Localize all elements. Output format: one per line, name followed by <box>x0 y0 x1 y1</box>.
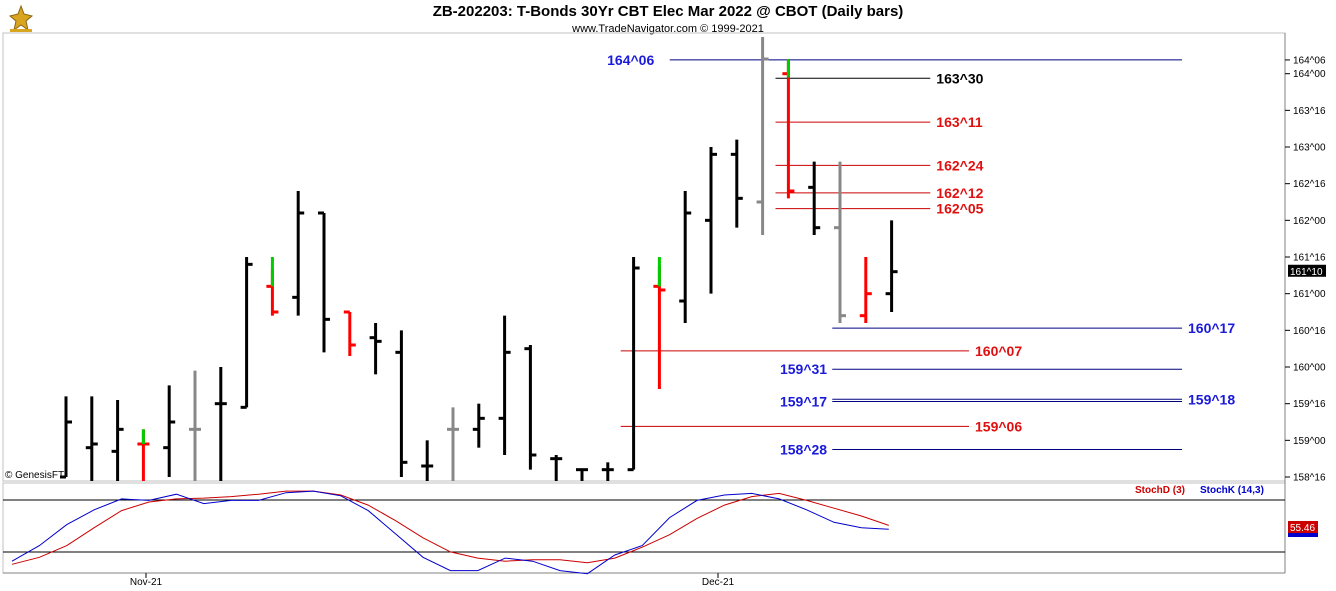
ohlc-bar <box>601 462 614 481</box>
level-label: 162^05 <box>936 201 983 217</box>
ohlc-bar <box>395 330 408 477</box>
y-tick-label: 158^16 <box>1293 473 1326 484</box>
ohlc-bar <box>318 211 330 353</box>
level-label: 163^30 <box>936 70 983 86</box>
stoch-value-box-k <box>1288 533 1318 537</box>
price-bars <box>60 37 898 481</box>
ohlc-bar <box>189 370 201 481</box>
stochastic-panel: StochD (3) StochK (14,3) 55.46 <box>3 485 1318 575</box>
ohlc-bar <box>369 323 382 375</box>
y-tick-label: 161^00 <box>1293 289 1326 300</box>
x-tick-label: Dec-21 <box>702 577 735 588</box>
level-label: 159^18 <box>1188 391 1235 407</box>
ohlc-bar <box>730 139 743 228</box>
y-tick-label: 162^00 <box>1293 216 1326 227</box>
ohlc-bar <box>447 407 459 481</box>
stoch-panel-border <box>2 482 1286 574</box>
stoch-legend-entry: StochK (14,3) <box>1200 485 1264 496</box>
chart-title: ZB-202203: T-Bonds 30Yr CBT Elec Mar 202… <box>432 3 904 20</box>
ohlc-bar <box>240 257 253 409</box>
ohlc-bar <box>524 345 537 470</box>
y-tick-label: 161^16 <box>1293 253 1326 264</box>
ohlc-bar <box>808 161 821 236</box>
ohlc-bar <box>859 257 872 324</box>
y-tick-label: 160^00 <box>1293 363 1326 374</box>
ohlc-bar <box>550 455 563 481</box>
ohlc-bar <box>679 191 692 324</box>
level-label: 162^24 <box>936 157 983 173</box>
y-tick-label: 164^00 <box>1293 69 1326 80</box>
ohlc-bar <box>421 440 434 481</box>
ohlc-bar <box>756 37 769 236</box>
ohlc-bar <box>885 220 898 313</box>
level-label: 159^17 <box>780 393 827 409</box>
tradenavigator-logo <box>6 4 36 34</box>
ohlc-bar <box>782 59 795 199</box>
ohlc-bar <box>343 310 356 357</box>
level-label: 160^07 <box>975 343 1022 359</box>
ohlc-bar <box>627 257 640 472</box>
y-tick-label: 160^16 <box>1293 326 1326 337</box>
ohlc-bar <box>214 367 227 481</box>
last-price-box <box>1288 264 1326 277</box>
ohlc-bar <box>472 403 485 448</box>
x-tick-label: Nov-21 <box>130 577 163 588</box>
ohlc-bar <box>163 385 176 477</box>
ohlc-bar <box>498 315 511 456</box>
bars-group <box>60 37 898 481</box>
stoch-value-label: 55.46 <box>1290 523 1315 534</box>
price-axis: 164^06 164^00 163^16 163^00 162^16 162^00 161^… <box>1285 55 1326 484</box>
y-tick-label: 159^16 <box>1293 399 1326 410</box>
stoch-value-box <box>1288 521 1318 533</box>
ohlc-bar <box>85 396 98 481</box>
watermark: © GenesisFT <box>5 470 64 481</box>
ohlc-bar <box>705 147 717 294</box>
stoch-line <box>11 490 889 575</box>
y-tick-label: 163^16 <box>1293 106 1326 117</box>
chart-frame <box>2 32 1286 574</box>
chart-subtitle: www.TradeNavigator.com © 1999-2021 <box>572 23 764 35</box>
level-label: 163^11 <box>936 114 983 130</box>
last-price-label: 161^10 <box>1290 267 1323 278</box>
level-label: 160^17 <box>1188 320 1235 336</box>
date-axis: Nov-21 Dec-21 <box>130 573 735 588</box>
stoch-legend-entry: StochD (3) <box>1135 485 1185 496</box>
y-tick-label: 164^06 <box>1293 55 1326 66</box>
level-label: 159^06 <box>975 418 1022 434</box>
stoch-line <box>11 490 889 565</box>
ohlc-bar <box>576 468 588 481</box>
level-label: 164^06 <box>607 52 654 68</box>
y-tick-label: 163^00 <box>1293 143 1326 154</box>
level-label: 162^12 <box>936 185 983 201</box>
ohlc-bar <box>292 191 305 316</box>
ohlc-bar <box>60 396 72 479</box>
ohlc-bar <box>111 400 124 481</box>
y-tick-label: 162^16 <box>1293 179 1326 190</box>
ohlc-bar <box>834 161 846 324</box>
level-label: 159^31 <box>780 361 827 377</box>
level-label: 158^28 <box>780 442 827 458</box>
y-tick-label: 159^00 <box>1293 436 1326 447</box>
